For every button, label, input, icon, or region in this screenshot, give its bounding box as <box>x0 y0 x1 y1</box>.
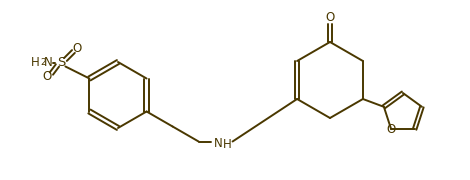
Text: O: O <box>43 70 52 83</box>
Text: H: H <box>223 138 232 151</box>
Text: S: S <box>57 56 66 69</box>
Text: H: H <box>31 56 40 69</box>
Text: N: N <box>44 56 53 69</box>
Text: O: O <box>325 10 335 24</box>
Text: O: O <box>73 42 82 55</box>
Text: N: N <box>214 137 223 150</box>
Text: O: O <box>386 123 396 136</box>
Text: 2: 2 <box>40 58 46 67</box>
